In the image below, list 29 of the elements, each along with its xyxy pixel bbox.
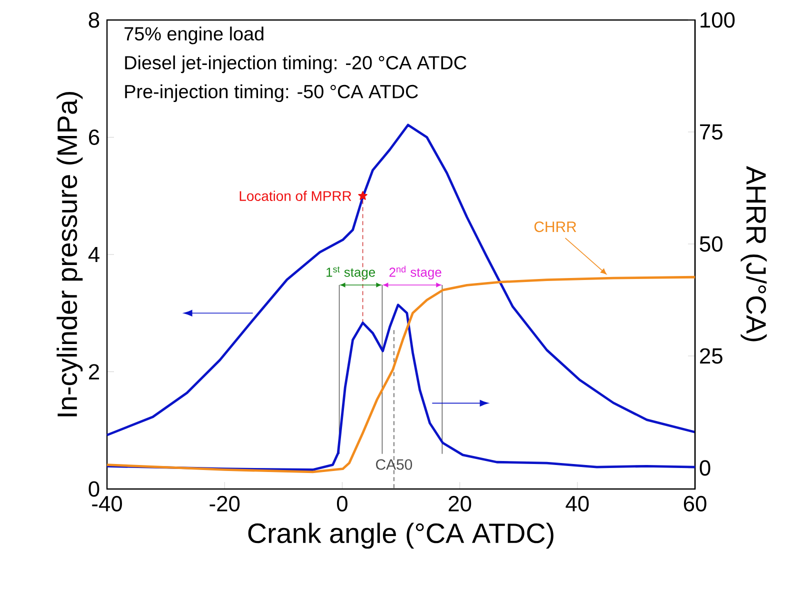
y-tick-label: 2 bbox=[89, 364, 99, 380]
annotation: Diesel jet-injection timing: -20 °CA ATDC bbox=[125, 55, 466, 74]
x-tick-label: -40 bbox=[92, 496, 122, 512]
annotation: Pre-injection timing: -50 °CA ATDC bbox=[125, 84, 418, 102]
annotation: 2$^{nd}$ stage bbox=[389, 266, 442, 280]
x-tick-label: 40 bbox=[566, 496, 589, 512]
x-tick-label: 20 bbox=[448, 496, 472, 512]
x-axis-title: Crank angle (°CA ATDC) bbox=[248, 522, 554, 549]
annotation: 1$^{st}$ stage bbox=[326, 266, 376, 280]
y2-tick-label: 25 bbox=[700, 348, 722, 364]
y2-tick-label: 75 bbox=[700, 124, 722, 140]
x-tick-label: -20 bbox=[210, 496, 240, 512]
x-tick-label: 0 bbox=[336, 496, 348, 512]
annotation: CA50 bbox=[376, 459, 412, 470]
y-tick-label: 8 bbox=[88, 12, 100, 28]
annotation: 75% engine load bbox=[124, 26, 264, 44]
text: CHRR bbox=[534, 222, 576, 232]
line-series bbox=[106, 124, 696, 436]
series-label: Location of MPRR bbox=[240, 190, 352, 201]
line-series bbox=[106, 304, 696, 471]
x-tick-label: 60 bbox=[684, 496, 706, 512]
y2-tick-label: 100 bbox=[700, 12, 735, 28]
y-tick-label: 6 bbox=[89, 129, 100, 146]
y-axis-title: In-cylinder pressure (MPa) bbox=[56, 92, 83, 416]
y2-tick-label: 50 bbox=[700, 236, 722, 252]
y-tick-label: 4 bbox=[88, 246, 100, 262]
y-tick-label: 0 bbox=[88, 481, 100, 497]
y2-axis-title: AHRR (J/°CA) bbox=[740, 166, 767, 342]
y2-tick-label: 0 bbox=[700, 460, 710, 476]
